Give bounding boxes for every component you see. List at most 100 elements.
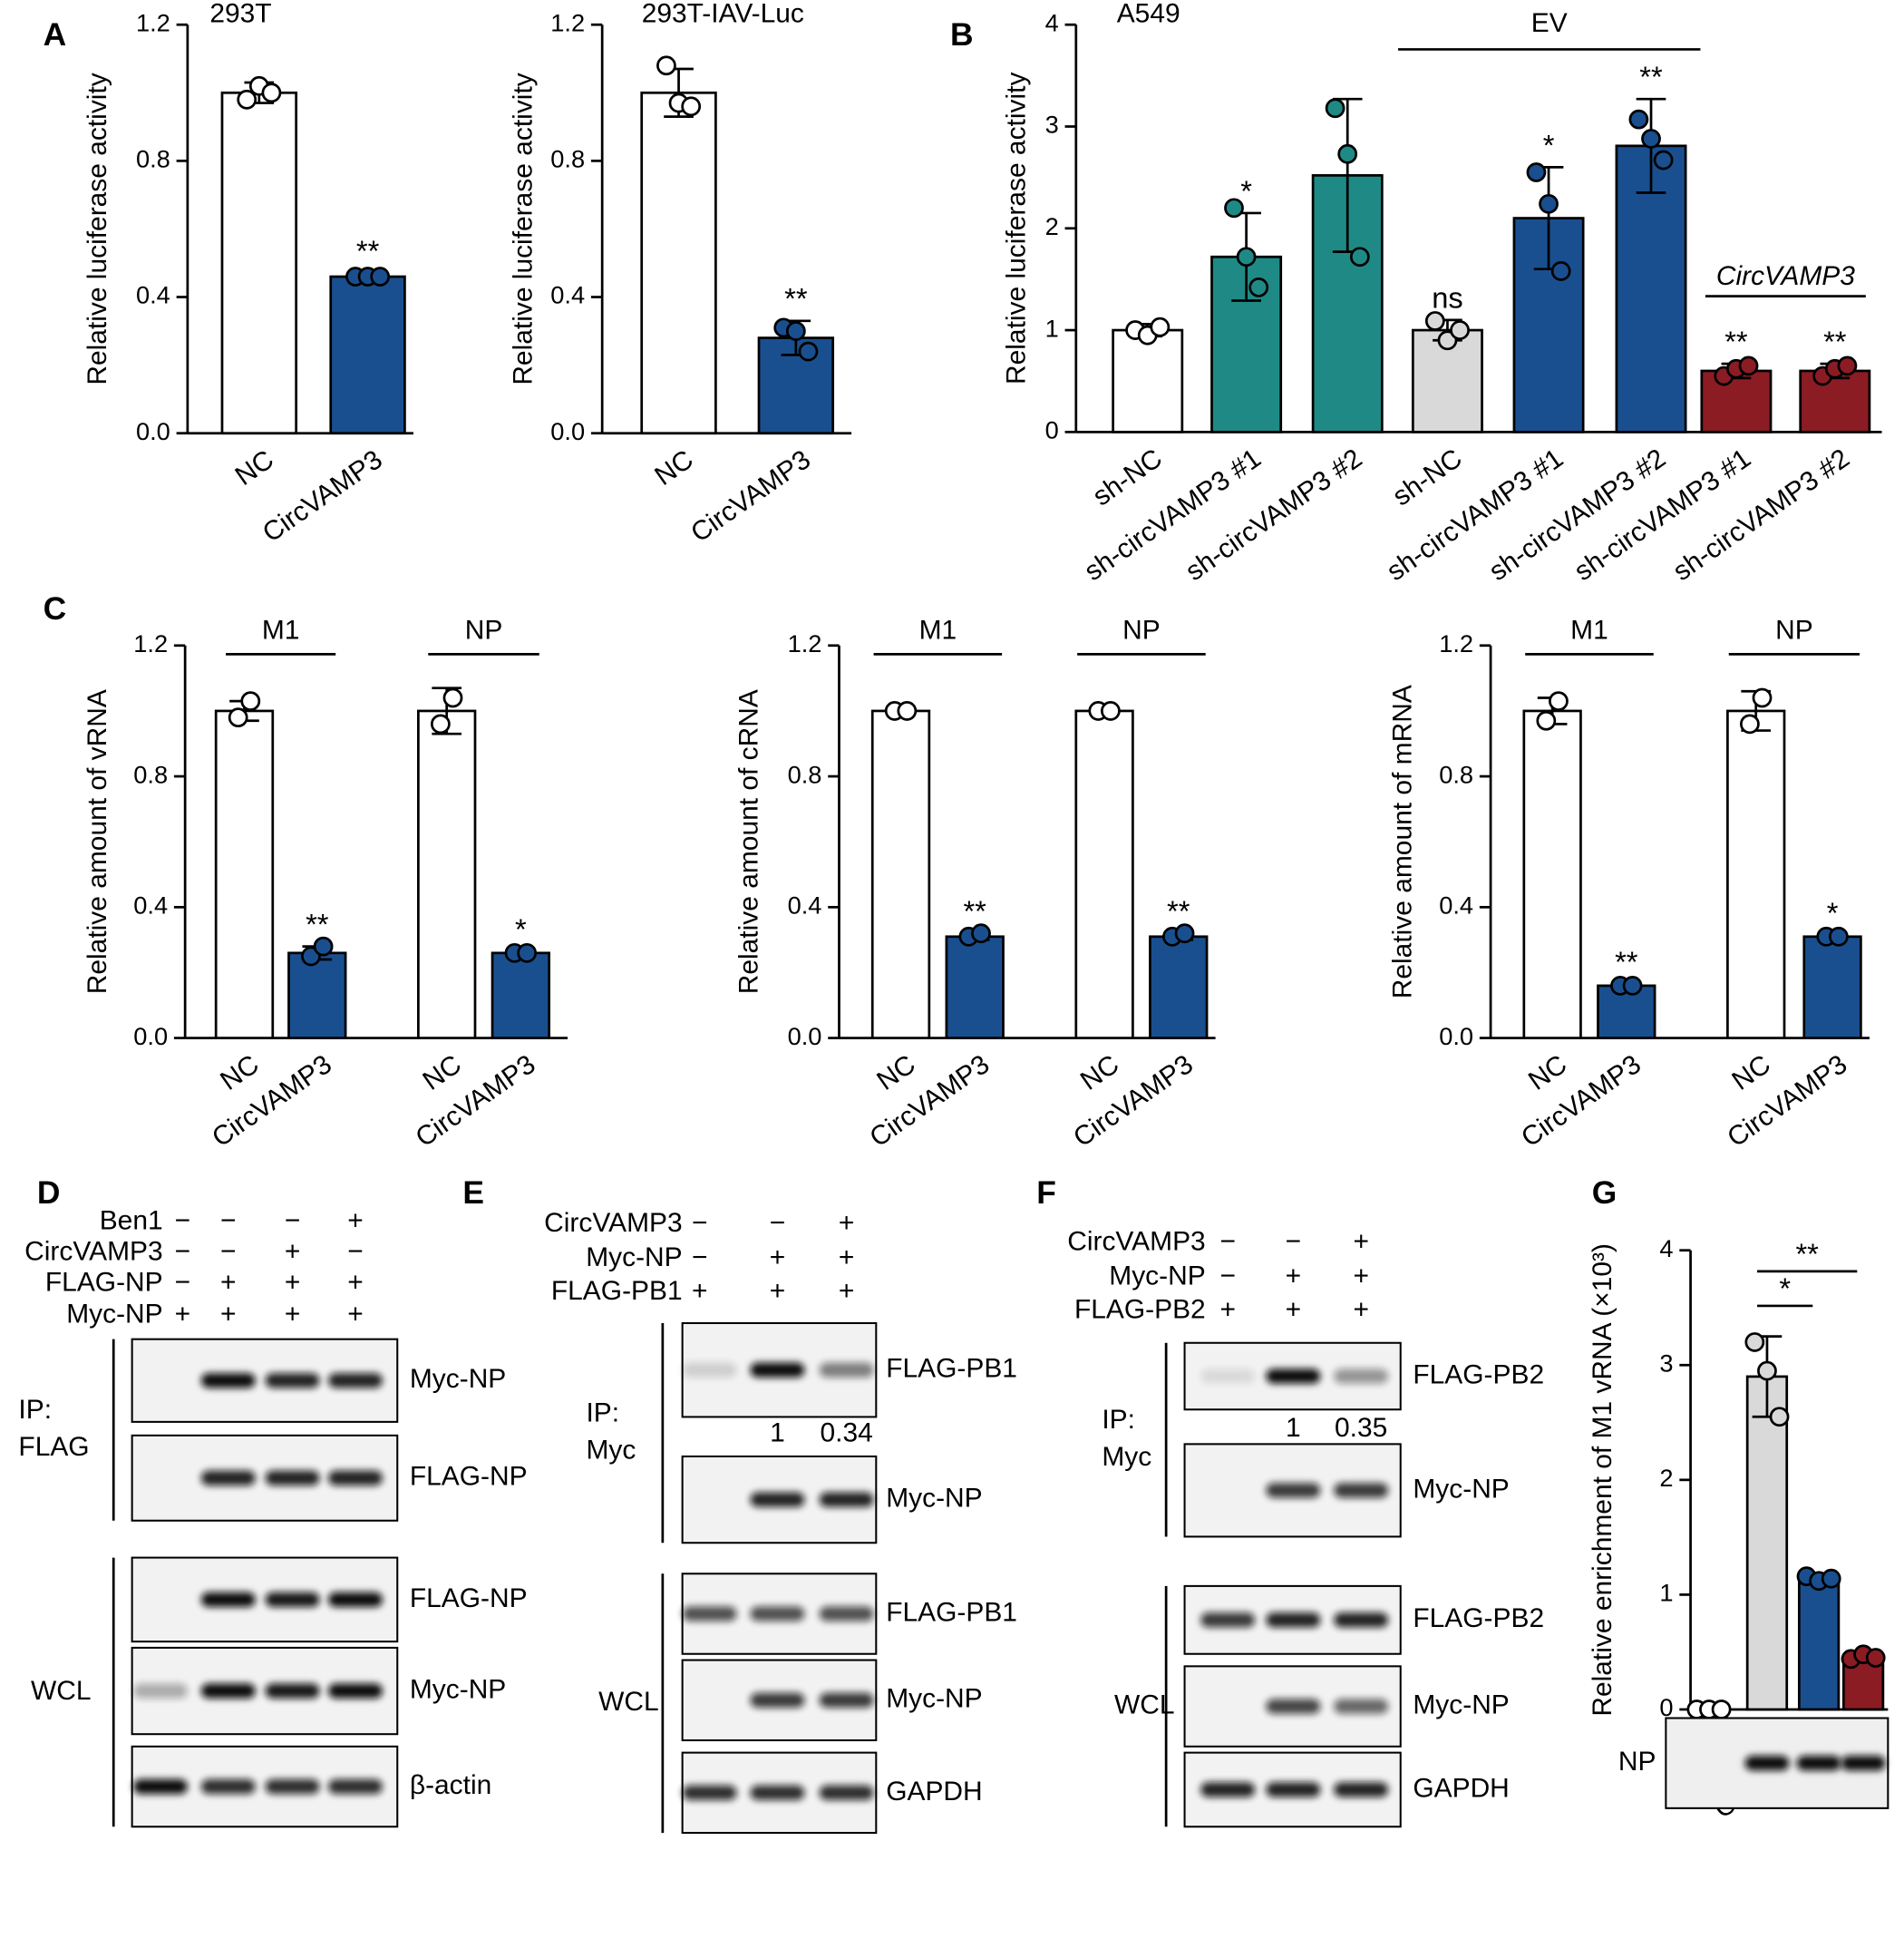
x-tick-label: CircVAMP3 bbox=[257, 444, 388, 548]
chart-title: 293T bbox=[209, 0, 271, 28]
bar bbox=[1597, 984, 1656, 1039]
group-label: M1 bbox=[1570, 616, 1608, 646]
condition-sign: + bbox=[1286, 1261, 1301, 1291]
condition-sign: + bbox=[1353, 1261, 1368, 1291]
y-tick-label: 0 bbox=[1659, 1693, 1673, 1721]
condition-sign: + bbox=[770, 1242, 785, 1272]
data-point bbox=[517, 942, 538, 963]
y-axis-label: Relative luciferase activity bbox=[1002, 73, 1032, 385]
data-point bbox=[1769, 1407, 1790, 1427]
panel-letter: B bbox=[950, 17, 974, 53]
panel-letter: F bbox=[1036, 1175, 1056, 1211]
y-tick-label: 1 bbox=[1045, 314, 1059, 342]
y-tick-label: 0.0 bbox=[133, 1022, 168, 1050]
blot-label: FLAG-PB1 bbox=[886, 1354, 1017, 1384]
data-point bbox=[1337, 143, 1358, 164]
data-point bbox=[971, 923, 991, 944]
section-label: WCL bbox=[1114, 1690, 1175, 1719]
y-tick-label: 0.0 bbox=[788, 1022, 822, 1050]
bar bbox=[287, 951, 347, 1039]
condition-sign: − bbox=[1219, 1261, 1235, 1291]
bar bbox=[1797, 1578, 1841, 1711]
bar bbox=[1700, 369, 1773, 433]
condition-sign: + bbox=[347, 1267, 363, 1297]
bar bbox=[870, 709, 931, 1039]
data-point bbox=[1829, 926, 1849, 947]
blot-label: FLAG-PB2 bbox=[1413, 1359, 1544, 1389]
blot-band bbox=[1200, 1782, 1256, 1797]
condition-label: FLAG-PB1 bbox=[551, 1276, 683, 1306]
blot-band bbox=[1744, 1756, 1790, 1771]
group-label: CircVAMP3 bbox=[1716, 261, 1855, 291]
condition-sign: + bbox=[220, 1300, 236, 1329]
chart-title: 293T-IAV-Luc bbox=[642, 0, 804, 28]
blot-band bbox=[328, 1592, 383, 1608]
data-point bbox=[1865, 1648, 1886, 1668]
x-tick-label: sh-circVAMP3 #1 bbox=[1079, 443, 1267, 587]
y-tick-label: 0.8 bbox=[136, 145, 170, 173]
condition-sign: − bbox=[347, 1236, 363, 1266]
condition-label: Myc-NP bbox=[66, 1300, 162, 1329]
condition-sign: − bbox=[220, 1236, 236, 1266]
data-point bbox=[1437, 330, 1458, 351]
y-axis-label: Relative enrichment of M1 vRNA (×10³) bbox=[1588, 1243, 1617, 1717]
significance-label: * bbox=[1240, 174, 1252, 208]
y-tick-label: 0.4 bbox=[550, 281, 585, 309]
bar bbox=[214, 709, 275, 1039]
data-point bbox=[1150, 317, 1171, 337]
blot-label: GAPDH bbox=[886, 1777, 982, 1807]
condition-label: CircVAMP3 bbox=[24, 1236, 162, 1266]
data-point bbox=[1837, 355, 1858, 376]
bar bbox=[1799, 369, 1871, 433]
y-axis-label: Relative luciferase activity bbox=[508, 73, 538, 385]
condition-sign: − bbox=[1219, 1226, 1235, 1256]
section-label: Myc bbox=[586, 1435, 636, 1465]
group-label: NP bbox=[1775, 616, 1813, 646]
significance-label: ns bbox=[1432, 281, 1463, 315]
condition-sign: − bbox=[285, 1205, 300, 1235]
panel-letter: D bbox=[37, 1175, 61, 1211]
blot-band bbox=[1266, 1483, 1321, 1498]
data-point bbox=[261, 83, 282, 103]
y-tick-label: 3 bbox=[1045, 111, 1059, 139]
blot-band bbox=[682, 1362, 737, 1378]
data-point bbox=[430, 714, 451, 735]
data-point bbox=[1757, 1360, 1777, 1381]
group-label: EV bbox=[1531, 8, 1568, 38]
significance-label: ** bbox=[784, 282, 808, 316]
y-tick-label: 0.4 bbox=[1439, 891, 1473, 920]
blot-band bbox=[750, 1606, 805, 1621]
condition-sign: + bbox=[839, 1276, 854, 1306]
group-label: M1 bbox=[262, 616, 300, 646]
x-tick-label: NC bbox=[1523, 1049, 1572, 1096]
bar bbox=[491, 951, 551, 1039]
section-label: FLAG bbox=[18, 1432, 89, 1462]
blot-band bbox=[328, 1683, 383, 1699]
blot-band bbox=[750, 1362, 805, 1378]
data-point bbox=[1536, 710, 1557, 731]
x-tick-label: sh-circVAMP3 #2 bbox=[1180, 443, 1368, 587]
blot-band bbox=[1200, 1612, 1256, 1628]
blot-label: FLAG-PB2 bbox=[1413, 1603, 1544, 1633]
blot-band bbox=[265, 1683, 320, 1699]
condition-sign: − bbox=[175, 1236, 190, 1266]
y-tick-label: 2 bbox=[1045, 212, 1059, 240]
blot-label: Myc-NP bbox=[886, 1484, 982, 1514]
blot-band bbox=[1841, 1756, 1886, 1771]
blot-band bbox=[819, 1785, 874, 1801]
bar bbox=[1745, 1375, 1789, 1711]
group-label: NP bbox=[1122, 616, 1161, 646]
y-axis-label: Relative amount of mRNA bbox=[1388, 685, 1418, 998]
x-tick-label: NC bbox=[1727, 1049, 1776, 1096]
chart-title: A549 bbox=[1117, 0, 1180, 28]
data-point bbox=[1101, 701, 1121, 721]
blot-band bbox=[1796, 1756, 1841, 1771]
data-point bbox=[237, 89, 257, 110]
section-label: IP: bbox=[586, 1398, 619, 1428]
x-tick-label: NC bbox=[871, 1049, 920, 1096]
data-point bbox=[897, 701, 918, 721]
condition-sign: + bbox=[1286, 1294, 1301, 1324]
bar bbox=[1112, 328, 1184, 433]
data-point bbox=[656, 55, 676, 76]
data-point bbox=[1752, 687, 1773, 708]
